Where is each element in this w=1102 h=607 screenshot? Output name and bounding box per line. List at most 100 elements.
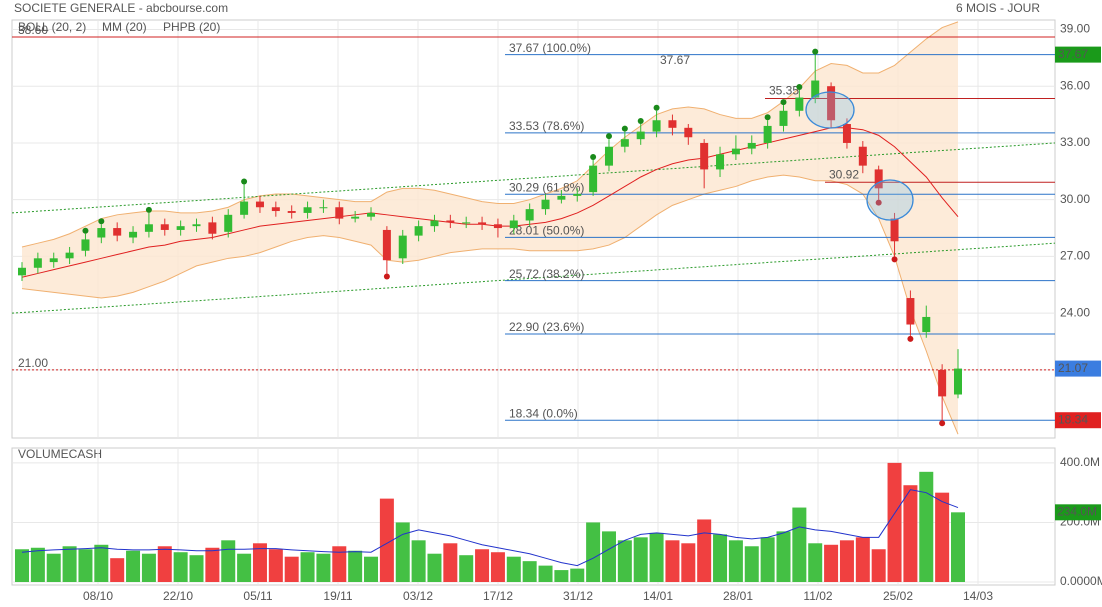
fibonacci-label: 30.29 (61.8%) [509, 180, 584, 194]
phpb-dot [590, 153, 597, 160]
volume-bar [808, 543, 823, 582]
fibonacci-label: 25.72 (38.2%) [509, 267, 584, 281]
volume-bar [364, 556, 379, 582]
header-title: SOCIETE GENERALE - abcbourse.com [14, 1, 228, 15]
volume-bar [649, 532, 664, 582]
volume-bar [395, 522, 410, 582]
volume-bar [839, 540, 854, 582]
candle-body [858, 146, 867, 166]
volume-bar [617, 540, 632, 582]
volume-bar [30, 547, 45, 582]
x-tick-label: 31/12 [563, 589, 593, 603]
moving-average [21, 127, 959, 278]
volume-bar [506, 556, 521, 582]
price-frame [11, 19, 1056, 439]
phpb-dot [145, 206, 152, 213]
candle-body [224, 214, 233, 232]
volume-bar [490, 552, 505, 582]
volume-bar [94, 544, 109, 582]
candle-body [573, 194, 582, 196]
candle-body [478, 222, 487, 225]
candle-body [319, 207, 328, 209]
candle-body [938, 369, 947, 397]
candle-body [49, 258, 58, 263]
volume-bar [665, 540, 680, 582]
legend-entry: PHPB (20) [163, 20, 220, 34]
candle-body [446, 220, 455, 223]
candle-body [525, 209, 534, 221]
volume-bar [776, 531, 791, 582]
highlight-circle [805, 91, 855, 129]
volume-bar [15, 549, 29, 582]
peak-annotation: 37.67 [660, 53, 690, 67]
candle-body [493, 224, 502, 229]
volume-bar [792, 507, 807, 582]
volume-bar [110, 558, 125, 582]
x-tick-label: 19/11 [323, 589, 352, 603]
volume-bar [824, 544, 839, 582]
phpb-dot [82, 227, 89, 234]
y-tick-label: 27.00 [1060, 249, 1090, 263]
highlight-circle [866, 179, 914, 221]
candle-body [160, 224, 169, 230]
marks: 08/10 22/10 05/11 19/11 03/12 17/12 31/12 14/01… [11, 20, 1102, 603]
x-tick-label: 25/02 [883, 589, 913, 603]
candle-body [684, 127, 693, 138]
volume-bar [126, 550, 141, 582]
y-tick-label: 30.00 [1060, 192, 1090, 206]
volume-bar [903, 485, 918, 582]
candle-body [18, 267, 26, 276]
candle-body [144, 224, 153, 232]
phpb-dot [653, 104, 660, 111]
volume-bar [760, 537, 775, 582]
volume-bar [744, 546, 759, 582]
candle-body [255, 201, 264, 208]
volume-bar [697, 519, 712, 582]
level-label: 30.92 [829, 167, 859, 181]
volume-bar [871, 549, 886, 582]
candle-body [779, 110, 788, 126]
volume-bar [78, 549, 93, 582]
candle-body [811, 80, 820, 98]
candle-body [589, 165, 598, 193]
volume-bar [633, 537, 648, 582]
candle-body [367, 212, 376, 217]
volume-average [21, 489, 959, 567]
volume-bar [681, 543, 696, 582]
phpb-dot [241, 178, 248, 185]
volume-bar [411, 540, 426, 582]
x-tick-label: 03/12 [403, 589, 433, 603]
candle-body [398, 235, 407, 259]
candle-body [509, 220, 518, 229]
volume-bar [348, 550, 363, 582]
volume-bar [522, 561, 537, 582]
phpb-dot [764, 114, 771, 121]
volume-bar [586, 522, 601, 582]
volume-bar [62, 546, 77, 582]
fibonacci-label: 18.34 (0.0%) [509, 406, 578, 420]
x-tick-label: 14/01 [643, 589, 673, 603]
candle-body [335, 207, 344, 219]
volume-bar [728, 540, 743, 582]
candle-body [81, 239, 90, 251]
volume-bar [284, 556, 299, 582]
x-tick-label: 05/11 [243, 589, 272, 603]
volume-bar [141, 553, 156, 582]
phpb-dot [907, 335, 914, 342]
phpb-dot [98, 218, 105, 225]
candle-body [192, 224, 201, 227]
candle-body [462, 222, 471, 224]
y-tick-label: 24.00 [1060, 305, 1090, 319]
candle-body [747, 142, 756, 149]
x-tick-label: 14/03 [963, 589, 993, 603]
high-value-box [1055, 46, 1101, 63]
volume-bar [237, 553, 252, 582]
volume-bar [935, 492, 950, 582]
volume-bar [475, 549, 490, 582]
horizontal-line-label: 38.60 [18, 23, 48, 37]
candle-body [430, 220, 439, 227]
candle-body [668, 120, 677, 128]
candle-body [176, 226, 185, 230]
candle-body [129, 231, 138, 238]
